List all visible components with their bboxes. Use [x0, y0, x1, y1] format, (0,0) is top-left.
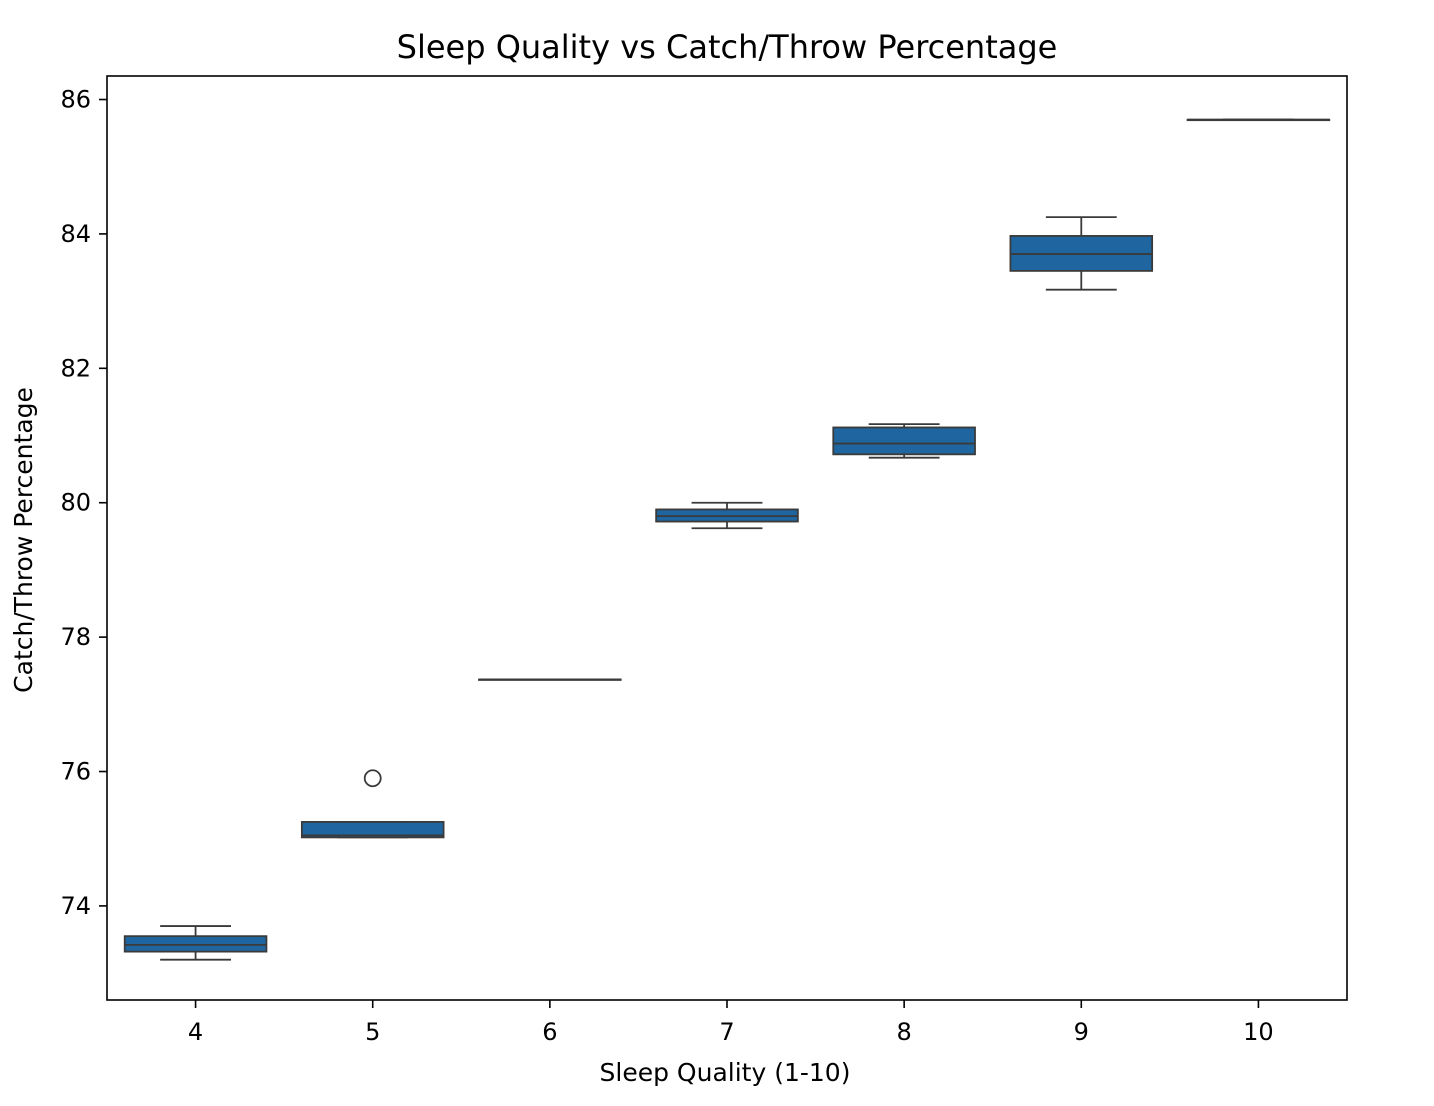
box-group-8	[832, 423, 976, 459]
chart-title: Sleep Quality vs Catch/Throw Percentage	[397, 28, 1058, 66]
box-iqr	[300, 821, 445, 839]
box-iqr	[832, 426, 976, 456]
y-tick-label: 74	[60, 892, 91, 920]
box-group-4	[123, 925, 268, 961]
y-tick-label: 76	[60, 758, 91, 786]
x-tick-label: 5	[365, 1018, 380, 1046]
x-tick-label: 4	[188, 1018, 203, 1046]
box-group-10	[1186, 118, 1331, 122]
box-group-7	[655, 501, 799, 530]
y-tick-label: 80	[60, 489, 91, 517]
x-tick-label: 8	[897, 1018, 912, 1046]
x-tick-label: 7	[719, 1018, 734, 1046]
box-group-5	[300, 769, 445, 839]
box-iqr	[123, 935, 268, 953]
y-axis-label: Catch/Throw Percentage	[9, 387, 38, 693]
y-axis: 74 76 78 80 82 84 86	[60, 86, 107, 920]
x-tick-label: 6	[542, 1018, 557, 1046]
y-tick-label: 82	[60, 354, 91, 382]
x-axis: 4 5 6 7 8 9 10	[188, 1000, 1274, 1046]
outlier-point	[363, 769, 382, 788]
x-tick-label: 9	[1074, 1018, 1089, 1046]
y-tick-label: 86	[60, 86, 91, 114]
y-tick-label: 84	[60, 220, 91, 248]
y-tick-label: 78	[60, 623, 91, 651]
box-group-6	[478, 678, 622, 681]
plot-frame	[106, 75, 1348, 1001]
boxes-layer	[123, 118, 1331, 961]
box-group-9	[1009, 216, 1154, 291]
x-axis-label: Sleep Quality (1-10)	[600, 1058, 851, 1087]
x-tick-label: 10	[1243, 1018, 1274, 1046]
